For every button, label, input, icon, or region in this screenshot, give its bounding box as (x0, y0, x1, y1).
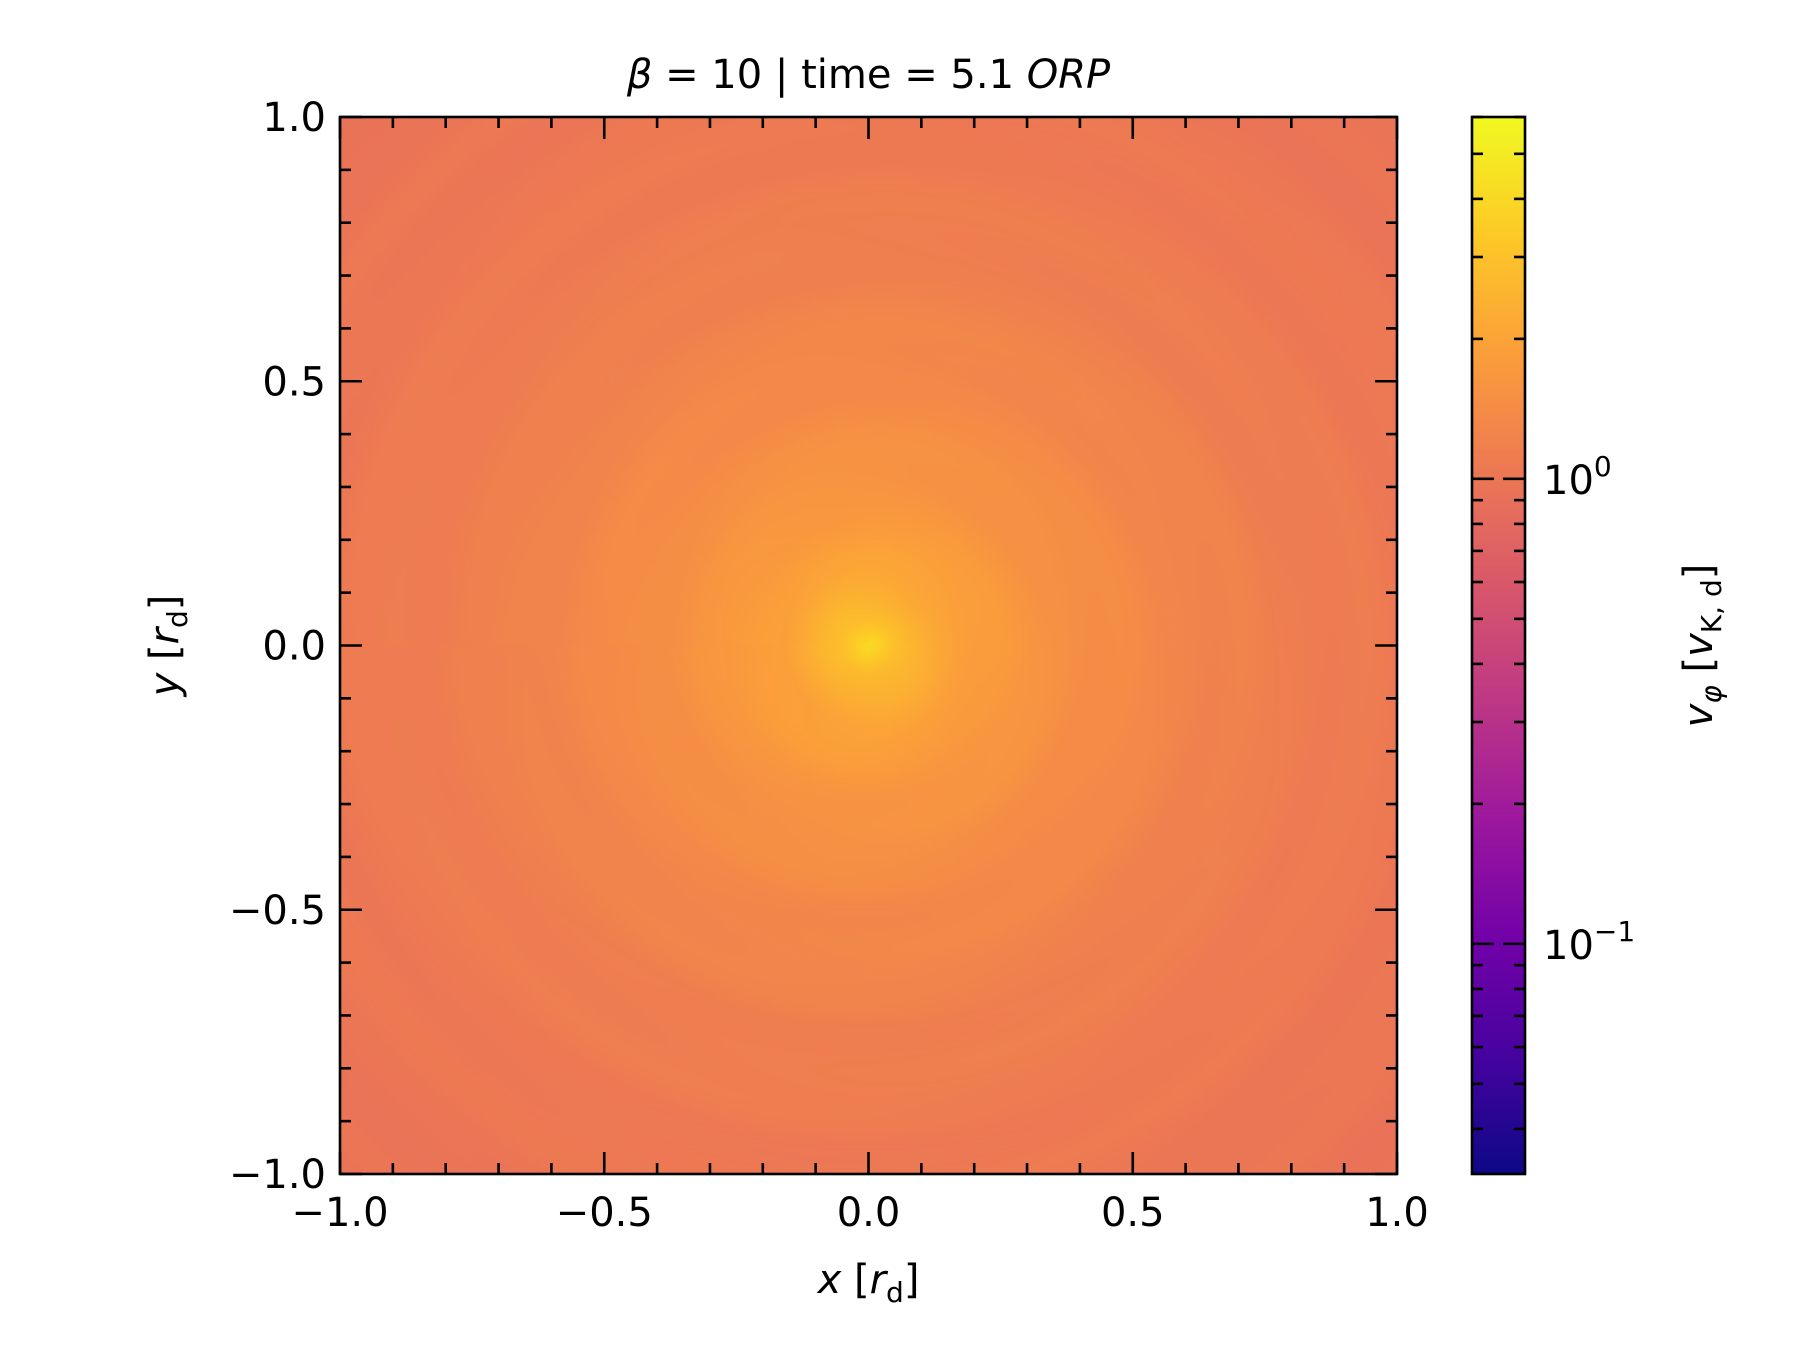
colorbar-tick-labels: 10−1 100 (1543, 450, 1635, 969)
x-tick-label: 1.0 (1365, 1190, 1429, 1236)
y-tick-label: 0.0 (262, 624, 326, 670)
y-tick-label: −1.0 (229, 1152, 326, 1198)
colorbar-tick-label: 10−1 (1543, 915, 1635, 969)
colorbar-frame (1470, 115, 1527, 1176)
y-tick-label: 1.0 (262, 95, 326, 141)
colorbar: 10−1 100 (1470, 115, 1635, 1176)
colorbar-label-text: vφ [vK, d] (1676, 564, 1728, 728)
x-tick-label: −1.0 (291, 1190, 388, 1236)
x-axis-label-text: x [rd] (816, 1257, 920, 1309)
y-tick-label: −0.5 (229, 888, 326, 934)
y-axis-label-text: y [rd] (142, 595, 194, 698)
x-axis-label: x [rd] (816, 1257, 920, 1309)
x-tick-label: −0.5 (556, 1190, 653, 1236)
chart-title: β = 10 | time = 5.1 ORP (626, 52, 1111, 98)
x-tick-label: 0.5 (1101, 1190, 1165, 1236)
plot-area (338, 115, 1399, 1176)
x-tick-label: 0.0 (837, 1190, 901, 1236)
heatmap-image (340, 117, 1397, 1174)
y-tick-label: 0.5 (262, 359, 326, 405)
plot-ticks (338, 115, 1399, 1176)
colorbar-label: vφ [vK, d] (1676, 564, 1728, 728)
colorbar-tick-label: 100 (1543, 450, 1612, 504)
colorbar-ticks (1472, 115, 1525, 1131)
colorbar-gradient (1472, 117, 1525, 1174)
y-axis-label: y [rd] (142, 595, 194, 698)
y-tick-labels: −1.0 −0.5 0.0 0.5 1.0 (229, 95, 326, 1198)
x-tick-labels: −1.0 −0.5 0.0 0.5 1.0 (291, 1190, 1428, 1236)
chart-title-text: β = 10 | time = 5.1 ORP (626, 52, 1111, 98)
